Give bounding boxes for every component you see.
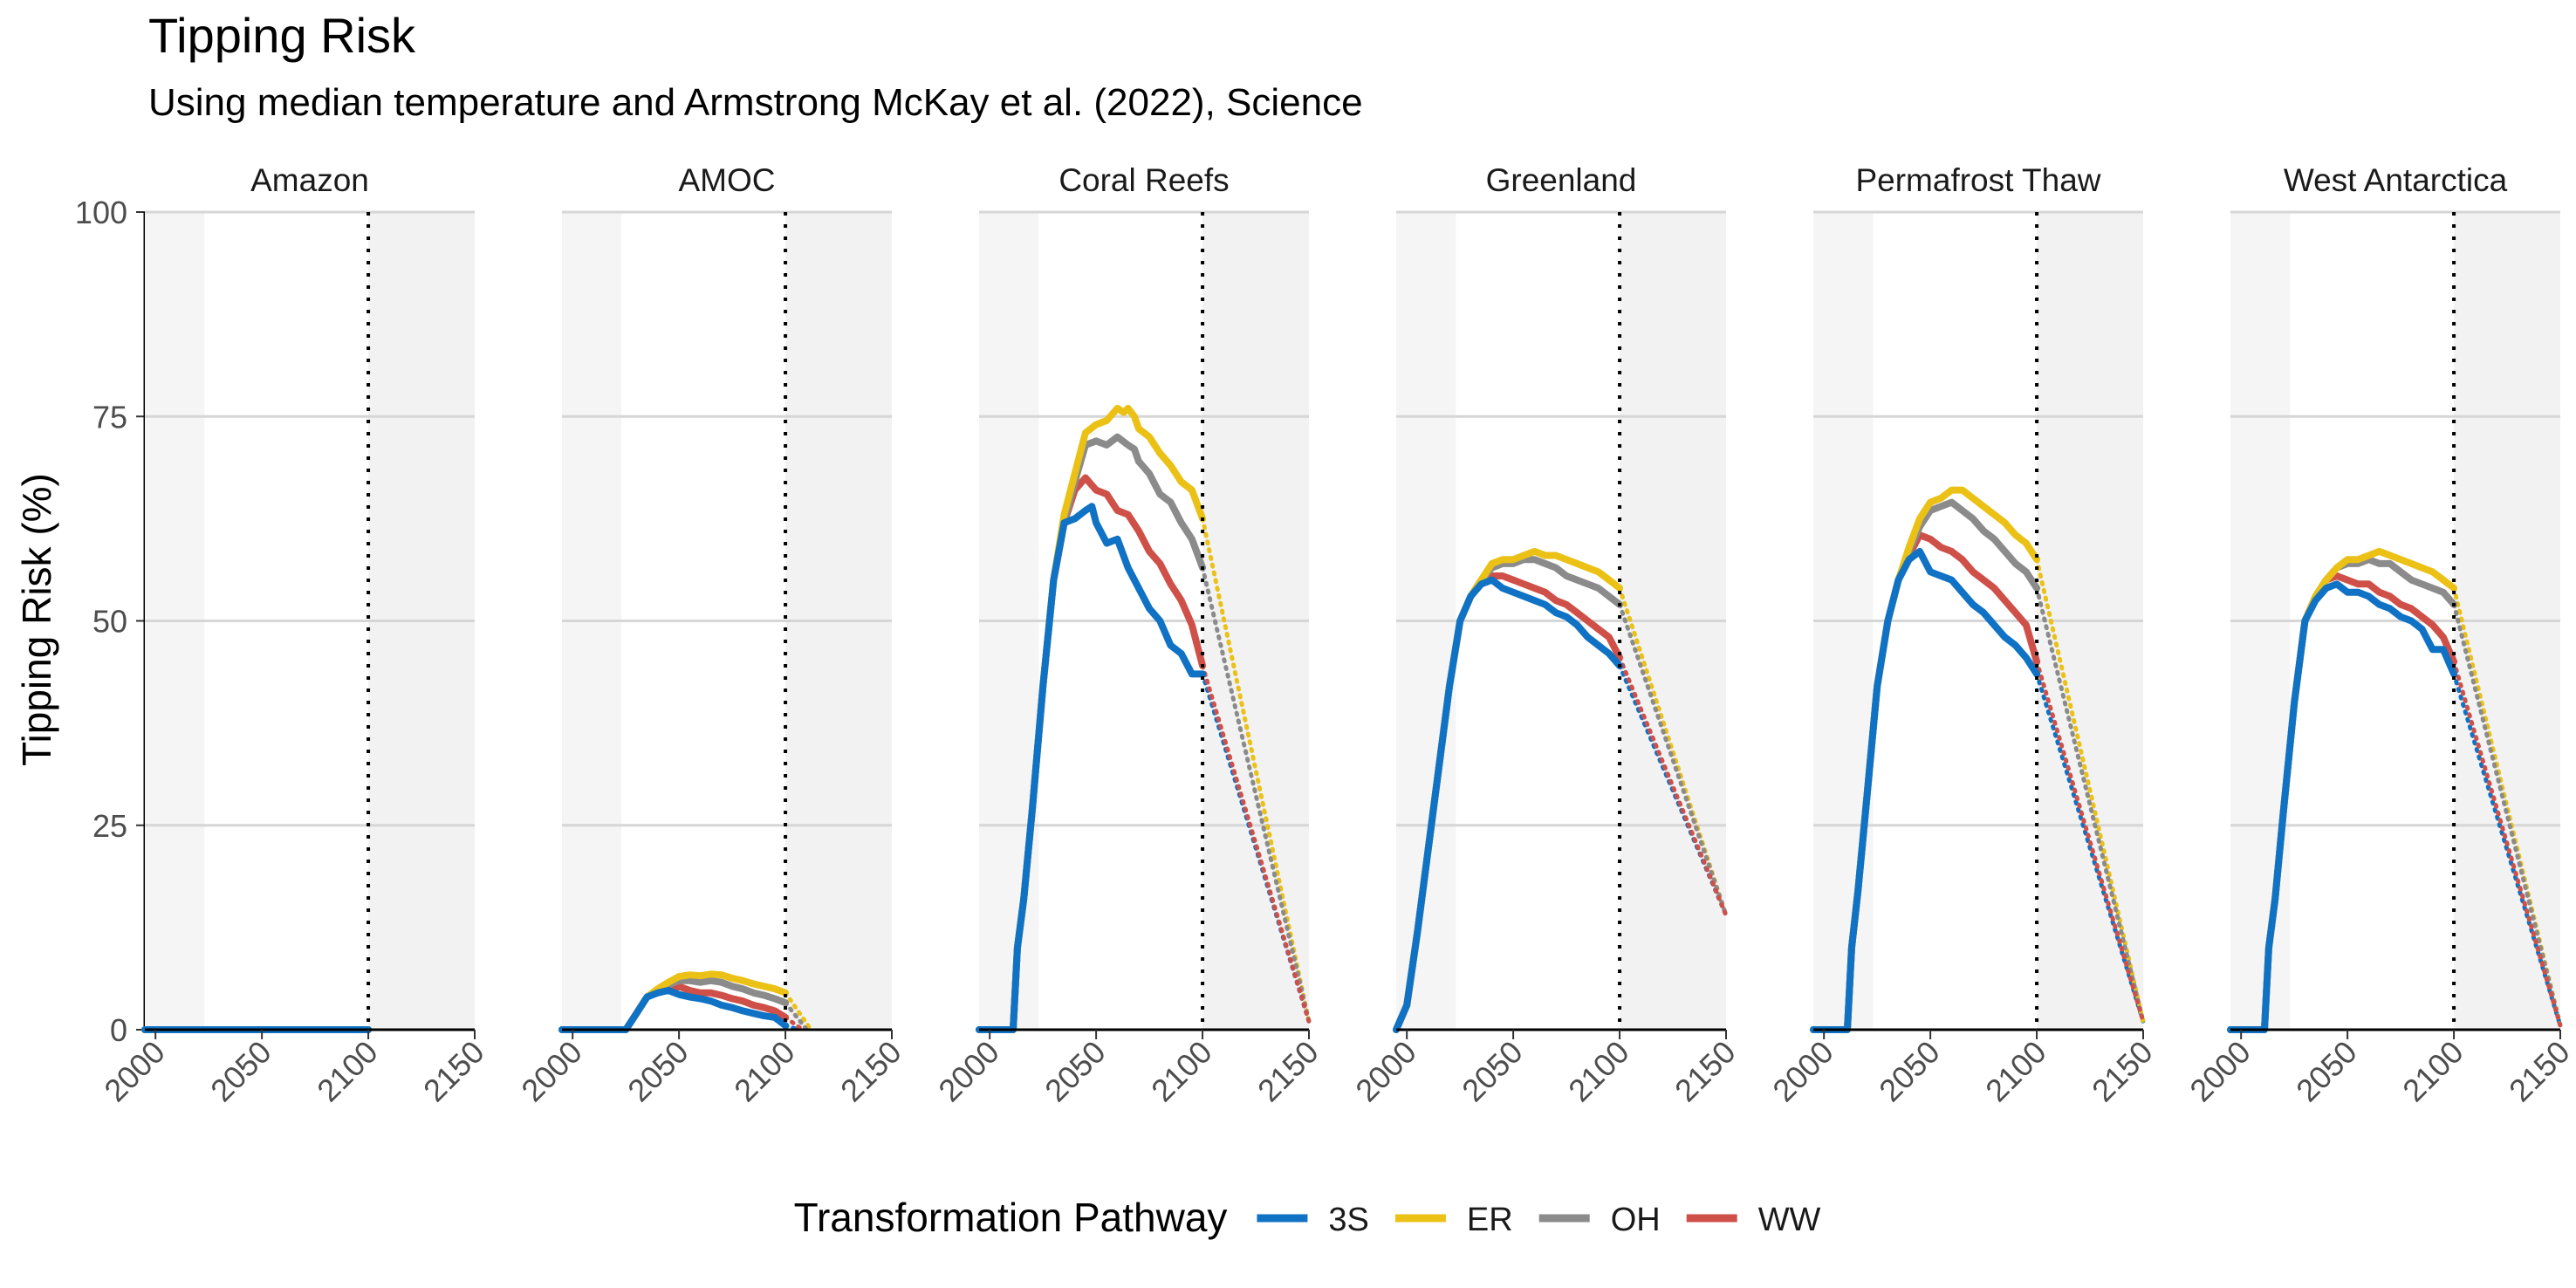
series-ww-extension [1617,655,1729,918]
legend-title: Transformation Pathway [794,1195,1228,1240]
series-3s-extension [2034,671,2146,1024]
series-oh-extension [1617,602,1729,918]
legend-label-3s: 3S [1328,1202,1368,1238]
series-oh-extension [2451,602,2563,1028]
y-tick-label: 100 [75,195,127,230]
y-tick-label: 50 [92,604,127,640]
series-er-extension [783,990,813,1032]
legend-label-oh: OH [1611,1202,1661,1238]
series-er-extension [2034,557,2146,1024]
series-er-extension [1617,586,1729,918]
facet-label: AMOC [679,162,776,198]
legend-entry-3s: 3S [1257,1202,1369,1238]
chart-subtitle: Using median temperature and Armstrong M… [148,81,1363,124]
series-ww-extension [2451,659,2563,1028]
series-oh-extension [2034,586,2146,1024]
legend-entry-er: ER [1394,1202,1513,1238]
series-ww-extension [783,1015,805,1032]
series-3s-line [1393,576,1624,1033]
series-3s-line [558,987,790,1033]
y-tick-label: 0 [110,1012,127,1048]
legend-label-ww: WW [1758,1202,1821,1238]
facet-label: West Antarctica [2284,162,2508,198]
series-oh-extension [1200,565,1312,1024]
series-er-extension [1200,516,1312,1024]
chart-title: Tipping Risk [148,8,416,63]
legend-entry-ww: WW [1686,1202,1821,1238]
facet-label: Coral Reefs [1058,162,1229,198]
y-tick-label: 75 [92,399,127,435]
series-ww-extension [1200,663,1312,1024]
facet-label: Greenland [1486,162,1637,198]
legend-entry-oh: OH [1538,1202,1661,1238]
y-axis-title: Tipping Risk (%) [14,473,59,766]
series-3s-line [1810,547,2041,1033]
legend-label-er: ER [1467,1202,1513,1238]
legend: Transformation Pathway 3S ER OH WW [794,1195,1821,1240]
series-ww-extension [2034,659,2146,1024]
series-oh-extension [783,1000,809,1032]
series-3s-line [2227,580,2458,1033]
y-tick-label: 25 [92,808,127,844]
series-3s-line [976,503,1207,1033]
facet-label: Amazon [250,162,369,198]
facet-label: Permafrost Thaw [1855,162,2100,198]
